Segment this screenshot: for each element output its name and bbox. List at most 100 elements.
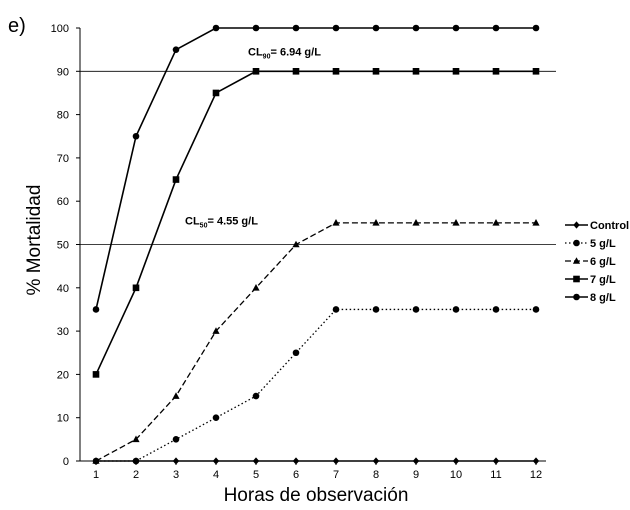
data-point (172, 436, 180, 443)
data-point (452, 306, 460, 313)
data-point (212, 89, 220, 97)
x-tick-label: 5 (253, 469, 259, 481)
data-point (452, 24, 460, 32)
y-tick-label: 40 (57, 283, 69, 295)
data-point (132, 435, 140, 443)
data-point (92, 457, 100, 464)
x-tick-label: 8 (373, 469, 379, 481)
legend-entry: 7 g/L (565, 274, 616, 286)
data-point (412, 457, 420, 465)
legend-entry: 5 g/L (565, 238, 616, 250)
data-point (492, 219, 500, 226)
data-point (332, 457, 340, 465)
data-point (172, 457, 180, 465)
data-point (292, 349, 300, 357)
legend-label: 7 g/L (590, 274, 616, 286)
data-point (372, 457, 380, 465)
y-tick-label: 100 (51, 23, 69, 35)
data-point (372, 24, 380, 32)
data-point (372, 219, 380, 226)
y-tick-label: 90 (57, 66, 69, 78)
data-point (252, 457, 260, 465)
series-8-g-l (92, 24, 540, 313)
data-point (412, 68, 420, 75)
data-point (532, 24, 540, 32)
data-point (492, 457, 500, 465)
data-point (452, 68, 460, 75)
data-point (172, 176, 180, 183)
data-point (292, 24, 300, 32)
x-tick-label: 6 (293, 469, 299, 481)
legend-entry: Control (565, 220, 629, 232)
data-point (452, 219, 460, 226)
data-point (172, 392, 180, 399)
series-6-g-l (92, 219, 540, 464)
y-tick-label: 60 (57, 196, 69, 208)
series-line (95, 222, 536, 462)
data-point (492, 24, 500, 32)
series-5-g-l (92, 306, 540, 465)
data-point (252, 392, 260, 400)
x-tick-label: 11 (490, 469, 501, 481)
reference-label-90: CL90= 6.94 g/L (248, 46, 321, 60)
data-point (372, 68, 380, 75)
series-control (92, 457, 540, 465)
x-tick-label: 4 (213, 469, 219, 481)
data-point (332, 219, 340, 226)
series-line (96, 308, 536, 462)
legend-entry: 6 g/L (565, 256, 616, 268)
x-tick-label: 9 (413, 469, 419, 481)
y-tick-label: 80 (57, 110, 69, 122)
legend-label: 5 g/L (590, 238, 616, 250)
data-point (292, 457, 300, 465)
data-point (332, 306, 340, 313)
y-tick-label: 50 (57, 240, 69, 252)
data-point (212, 24, 220, 32)
legend-marker (572, 257, 581, 264)
data-point (492, 306, 500, 313)
data-point (332, 24, 340, 32)
x-tick-label: 1 (93, 469, 99, 481)
data-point (212, 414, 220, 422)
data-point (412, 24, 420, 32)
x-tick-label: 2 (133, 469, 139, 481)
data-point (92, 371, 100, 378)
series-7-g-l (92, 68, 540, 378)
data-point (452, 457, 460, 465)
data-point (132, 132, 140, 140)
x-tick-label: 10 (450, 469, 462, 481)
y-tick-label: 10 (57, 413, 69, 425)
reference-label-50: CL50= 4.55 g/L (185, 216, 258, 230)
series-line (95, 27, 536, 310)
data-point (532, 68, 540, 75)
legend-entry: 8 g/L (565, 292, 616, 304)
data-point (532, 457, 540, 465)
legend-marker (573, 239, 580, 247)
data-point (132, 284, 140, 292)
data-point (252, 284, 260, 291)
y-tick-label: 70 (57, 153, 69, 165)
data-point (292, 68, 300, 75)
x-tick-label: 3 (173, 469, 179, 481)
data-point (292, 240, 300, 248)
series-line (95, 70, 536, 375)
data-point (532, 219, 540, 226)
data-point (132, 457, 140, 465)
data-point (252, 68, 260, 75)
y-tick-label: 30 (57, 326, 69, 338)
data-point (332, 68, 340, 75)
legend-marker (573, 293, 580, 301)
x-axis-title: Horas de observación (224, 485, 409, 506)
y-axis-title: % Mortalidad (24, 185, 45, 296)
data-point (372, 306, 380, 313)
data-point (412, 306, 420, 313)
data-point (412, 219, 420, 226)
data-point (252, 24, 260, 32)
panel-label: e) (8, 15, 26, 37)
legend-label: 6 g/L (590, 256, 616, 268)
data-point (92, 306, 100, 313)
data-point (212, 327, 220, 334)
data-point (492, 68, 500, 75)
legend-marker (573, 221, 580, 229)
